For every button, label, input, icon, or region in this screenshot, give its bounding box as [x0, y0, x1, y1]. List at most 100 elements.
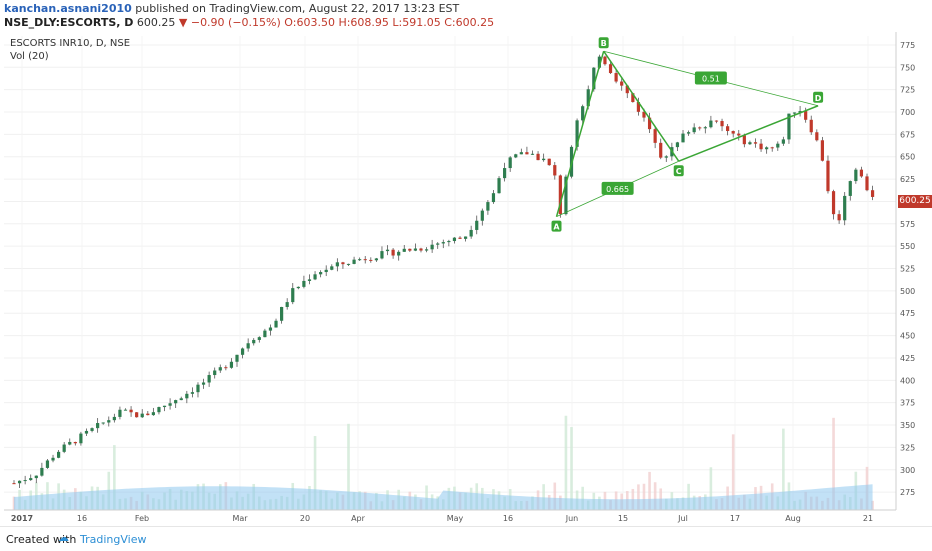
y-axis: 275 300 325 350 375 400 425 450 475 500 525 550 575 6…	[895, 32, 932, 526]
candle-body	[235, 354, 239, 362]
candle-body	[698, 127, 702, 129]
candle-body	[307, 279, 312, 281]
author-link[interactable]: kanchan.asnani2010	[4, 2, 132, 15]
tradingview-brand[interactable]: TradingView	[80, 533, 147, 546]
y-tick-label: 300	[900, 466, 915, 475]
candle-body	[792, 112, 797, 114]
candle-body	[101, 422, 105, 424]
candle-body	[40, 467, 44, 476]
candle-body	[815, 132, 819, 141]
candle-body	[436, 243, 440, 245]
candle-body	[452, 237, 457, 242]
candle-body	[196, 384, 200, 393]
y-tick-label: 550	[900, 242, 915, 251]
x-tick-label: Aug	[785, 514, 801, 523]
ohlc-values: O:603.50 H:608.95 L:591.05 C:600.25	[284, 16, 495, 29]
candle-body	[865, 176, 869, 191]
candle-body	[726, 126, 730, 132]
candle-body	[854, 169, 858, 182]
candle-body	[229, 361, 234, 368]
candle-body	[547, 158, 551, 166]
candle-body	[140, 413, 144, 418]
volume-bar	[570, 427, 573, 510]
y-tick-label: 525	[900, 265, 915, 274]
y-tick-label: 675	[900, 130, 915, 139]
candle-body	[770, 147, 774, 149]
candle-body	[809, 119, 813, 133]
volume-legend: Vol (20)	[10, 51, 49, 62]
candle-body	[620, 81, 624, 86]
candle-body	[62, 444, 66, 452]
candle-body	[597, 56, 601, 68]
candle-body	[653, 129, 657, 143]
y-tick-label: 375	[900, 399, 915, 408]
x-tick-label: 16	[77, 514, 87, 523]
volume-bar	[653, 482, 657, 510]
candle-body	[592, 67, 596, 90]
candle-body	[709, 120, 713, 128]
y-tick-label: 275	[900, 488, 915, 497]
candle-body	[107, 420, 111, 423]
volume-bar	[542, 484, 545, 510]
volume-bar	[581, 486, 584, 510]
last-price-tag: 600.25	[898, 195, 932, 209]
candle-body	[168, 403, 172, 406]
pattern-leg	[678, 105, 819, 162]
candle-body	[302, 280, 306, 287]
candle-body	[162, 405, 167, 408]
volume-bar	[687, 483, 690, 510]
candle-body	[385, 249, 390, 252]
x-tick-label: Feb	[135, 514, 149, 523]
tradingview-cloud-icon[interactable]: ☁	[58, 531, 69, 544]
candle-body	[441, 242, 445, 244]
volume-bar	[553, 482, 557, 510]
pattern-point-label: B	[601, 39, 607, 48]
x-tick-label: Apr	[351, 514, 366, 523]
x-tick-label: Mar	[232, 514, 248, 523]
y-tick-label: 625	[900, 175, 915, 184]
candle-body	[553, 165, 557, 176]
candle-body	[458, 237, 462, 239]
volume-bar	[832, 417, 835, 510]
pattern-ratio-box	[694, 71, 727, 85]
candle-body	[291, 288, 295, 303]
candle-body	[51, 457, 55, 461]
quote-line: NSE_DLY:ESCORTS, D 600.25 ▼ −0.90 (−0.15…	[4, 16, 494, 29]
candle-body	[146, 413, 150, 416]
candle-body	[475, 220, 479, 230]
candle-body	[681, 133, 685, 143]
candle-body	[268, 327, 273, 331]
candle-body	[207, 375, 211, 383]
candle-body	[408, 248, 412, 251]
candle-body	[363, 259, 367, 261]
candle-body	[246, 343, 250, 349]
candle-body	[608, 64, 613, 74]
pattern-point-b	[598, 37, 609, 49]
candle-body	[486, 202, 490, 211]
candle-body	[720, 121, 724, 127]
volume-bar	[347, 423, 350, 510]
publish-line: kanchan.asnani2010 published on TradingV…	[4, 2, 459, 15]
y-axis-panel	[896, 32, 932, 526]
candle-body	[692, 127, 696, 133]
candle-body	[631, 93, 635, 103]
candle-body	[29, 478, 33, 481]
candle-body	[525, 152, 529, 155]
price-chart[interactable]: A B C D 0.665 0.51 275 300 325 350 375 400 425 450 47…	[0, 32, 932, 526]
candle-body	[625, 85, 629, 94]
candle-body	[352, 259, 356, 264]
candle-body	[179, 398, 183, 401]
harmonic-pattern: A B C D 0.665 0.51	[551, 37, 824, 232]
chart-header: kanchan.asnani2010 published on TradingV…	[0, 0, 932, 30]
candle-body	[68, 441, 72, 445]
candle-body	[174, 400, 178, 404]
candle-body	[201, 382, 206, 385]
volume-bar	[782, 428, 785, 510]
candle-body	[642, 111, 646, 118]
volume-bar	[113, 445, 116, 510]
y-tick-label: 700	[900, 108, 915, 117]
price-change: ▼ −0.90 (−0.15%)	[178, 16, 281, 29]
candle-body	[402, 248, 406, 252]
candle-body	[703, 127, 707, 129]
candle-body	[503, 168, 507, 179]
